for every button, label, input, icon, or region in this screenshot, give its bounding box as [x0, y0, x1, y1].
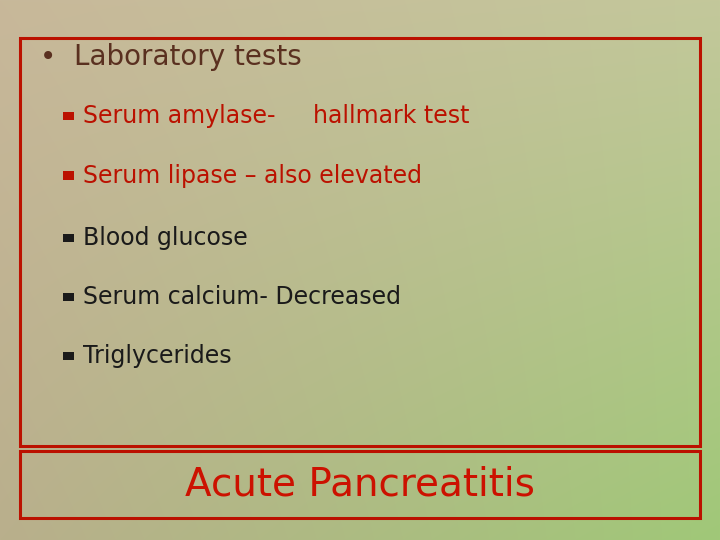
FancyBboxPatch shape [63, 233, 74, 241]
FancyBboxPatch shape [63, 293, 74, 301]
Text: Serum lipase – also elevated: Serum lipase – also elevated [83, 164, 422, 187]
Text: Triglycerides: Triglycerides [83, 345, 231, 368]
Text: Blood glucose: Blood glucose [83, 226, 248, 249]
FancyBboxPatch shape [63, 352, 74, 361]
Text: Serum amylase-     hallmark test: Serum amylase- hallmark test [83, 104, 469, 128]
Text: •  Laboratory tests: • Laboratory tests [40, 43, 302, 71]
Text: Acute Pancreatitis: Acute Pancreatitis [185, 465, 535, 503]
FancyBboxPatch shape [63, 171, 74, 179]
FancyBboxPatch shape [63, 112, 74, 120]
Text: Serum calcium- Decreased: Serum calcium- Decreased [83, 285, 401, 309]
